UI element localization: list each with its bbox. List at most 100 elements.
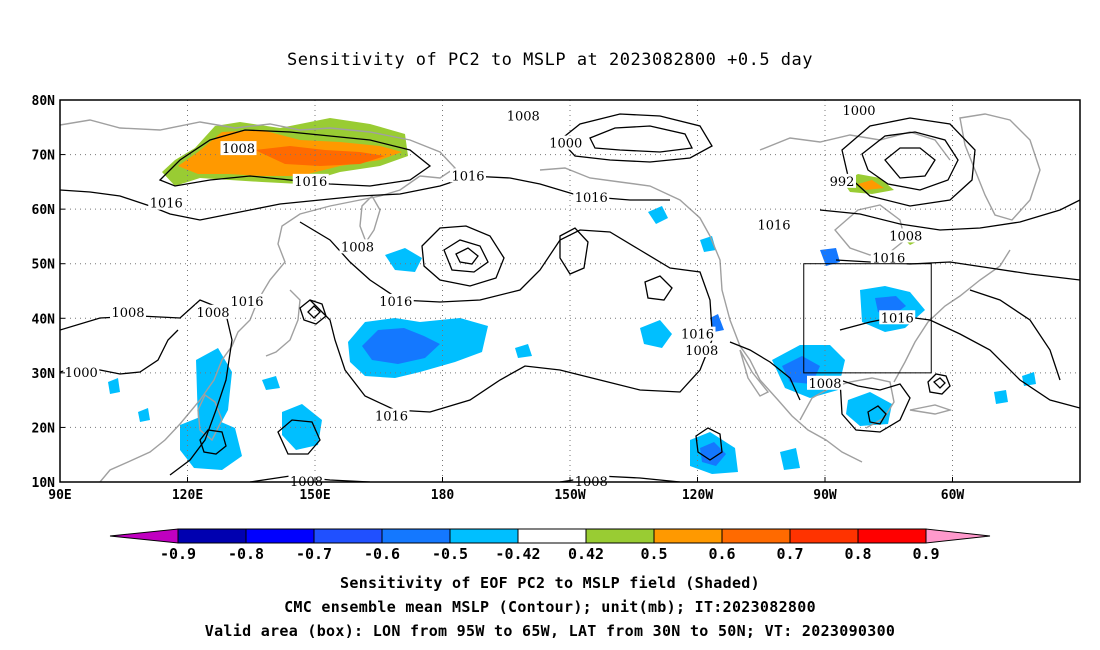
- contour-label: 1000: [842, 104, 875, 119]
- colorbar-segment: [857, 528, 927, 544]
- coastline-asia-north: [60, 119, 457, 179]
- contour-label: 1016: [757, 219, 790, 234]
- lat-tick-label: 10N: [32, 476, 56, 491]
- contour-label-bg: [887, 228, 924, 243]
- colorbar-segment: [585, 528, 655, 544]
- contour-low-aleutian: [421, 225, 505, 287]
- colorbar-label: 0.42: [568, 545, 604, 563]
- colorbar-segment: [313, 528, 383, 544]
- contour-label-bg: [110, 304, 146, 319]
- lon-tick-label: 90W: [813, 488, 837, 503]
- colorbar-label: 0.7: [776, 545, 803, 563]
- colorbar-label: -0.7: [296, 545, 332, 563]
- contour-label: 1008: [111, 306, 144, 321]
- negative-sensitivity-region: [385, 248, 422, 272]
- lon-tick-label: 90E: [48, 488, 71, 503]
- coastline-alaska: [539, 167, 711, 237]
- contour-label: 1008: [222, 142, 255, 157]
- contour-label-bg: [339, 239, 376, 254]
- lon-tick-label: 180: [431, 488, 455, 503]
- coastline-arctic-canada: [759, 131, 951, 161]
- coastline-japan: [265, 289, 301, 357]
- negative-sensitivity-region: [640, 320, 672, 348]
- contour-label-bg: [63, 364, 100, 379]
- caption-valid-area: Valid area (box): LON from 95W to 65W, L…: [204, 622, 896, 640]
- contour-label-bg: [373, 408, 410, 423]
- colorbar: -0.9 -0.8 -0.7 -0.6 -0.5 -0.42 0.42 0.5 0.6 0.7 0.…: [109, 528, 991, 563]
- negative-sensitivity-region: [820, 248, 840, 266]
- coastline-kamchatka: [359, 194, 381, 244]
- contour-label-bg: [148, 195, 185, 210]
- contour-label-bg: [870, 250, 907, 265]
- colorbar-segment: [789, 528, 859, 544]
- contour-1016-pacific-south: [309, 299, 713, 413]
- contour-1008-gulf: [839, 379, 911, 433]
- contour-1008-east-canada: [819, 199, 1080, 231]
- contour-1008-west-us: [729, 341, 801, 401]
- negative-sensitivity-region: [180, 415, 242, 470]
- colorbar-label: 0.9: [912, 545, 939, 563]
- contour-label-bg: [879, 310, 916, 325]
- contour-label: 1016: [379, 295, 412, 310]
- negative-sensitivity-region: [1022, 372, 1036, 386]
- colorbar-segment: [721, 528, 791, 544]
- contour-label-bg: [828, 173, 856, 188]
- colorbar-segment: [381, 528, 451, 544]
- coastline-north-america-east: [893, 249, 1011, 383]
- coastline-greenland: [959, 113, 1041, 221]
- negative-sensitivity-region: [108, 378, 120, 394]
- coastline-north-america-west: [709, 235, 863, 463]
- contour-1016-east-us: [835, 259, 1080, 281]
- contour-label: 1016: [872, 251, 905, 266]
- contour-label: 1016: [681, 328, 714, 343]
- contour-low-east-pacific: [695, 427, 723, 461]
- colorbar-label: -0.42: [495, 545, 540, 563]
- contour-label: 1008: [685, 344, 718, 359]
- contour-label: 1016: [451, 169, 484, 184]
- contour-hurricane-atlantic: [927, 373, 951, 395]
- contour-1000-low: [861, 131, 959, 191]
- contour-1008-siberia: [158, 129, 432, 187]
- colorbar-segment: [449, 528, 519, 544]
- lat-tick-label: 70N: [32, 149, 56, 164]
- contour-label: 1016: [575, 191, 608, 206]
- contour-label-bg: [547, 135, 584, 150]
- contour-label-bg: [573, 474, 610, 488]
- negative-sensitivity-region: [515, 344, 532, 358]
- colorbar-label: 0.5: [640, 545, 667, 563]
- contour-label: 992: [830, 175, 855, 190]
- contour-label-bg: [841, 102, 877, 117]
- colorbar-label: -0.6: [364, 545, 400, 563]
- contour-1000-arctic: [559, 113, 713, 163]
- contour-low-east-china: [299, 299, 327, 325]
- contour-label-bg: [220, 141, 257, 156]
- colorbar-label: -0.8: [228, 545, 264, 563]
- contour-label: 1008: [889, 229, 922, 244]
- colorbar-segment: [245, 528, 315, 544]
- lon-tick-label: 120E: [172, 488, 203, 503]
- coastline-gulf-of-mexico: [799, 377, 895, 429]
- contour-label: 1016: [230, 295, 263, 310]
- contour-label-bg: [229, 293, 265, 308]
- caption-shading: Sensitivity of EOF PC2 to MSLP field (Sh…: [340, 574, 760, 592]
- negative-sensitivity-core: [362, 328, 440, 364]
- contour-high-center-pacific: [644, 275, 673, 301]
- contour-label-bg: [505, 108, 542, 123]
- colorbar-low-triangle: [109, 528, 179, 544]
- coastline-baja: [739, 349, 770, 397]
- negative-sensitivity-region: [648, 206, 668, 224]
- contour-label-bg: [683, 343, 720, 358]
- contour-label: 1008: [808, 377, 841, 392]
- lon-tick-label: 150W: [554, 488, 585, 503]
- positive-sensitivity-peak: [255, 146, 385, 166]
- negative-sensitivity-region: [700, 442, 726, 466]
- lat-tick-label: 80N: [32, 94, 56, 109]
- negative-sensitivity-region: [780, 448, 800, 470]
- contour-992-core: [884, 147, 936, 179]
- contour-1016-atlantic: [969, 289, 1061, 381]
- positive-sensitivity-region: [858, 180, 884, 190]
- contour-1016-asia: [60, 175, 670, 221]
- contour-hurricane-atlantic-inner: [932, 377, 946, 389]
- lon-tick-label: 150E: [299, 488, 330, 503]
- sensitivity-shading: [108, 118, 1036, 474]
